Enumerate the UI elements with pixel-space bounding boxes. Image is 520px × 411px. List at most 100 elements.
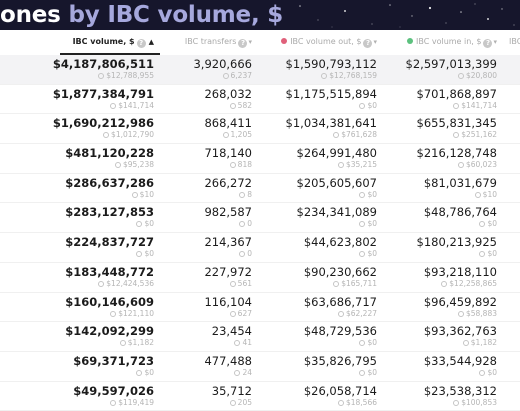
ibc-volume-in-value: $81,031,679: [423, 175, 497, 190]
ibc-volume-out-change: $0: [304, 249, 377, 259]
table-row[interactable]: $49,597,026 $119,419 35,712 205 $26,058,714 $…: [0, 382, 520, 411]
ibc-volume-cell: $1,690,212,986 $1,012,790: [53, 116, 154, 140]
ibc-transfers-change-value: 0: [247, 249, 252, 259]
ibc-volume-cell: $481,120,228 $95,238: [65, 146, 154, 170]
ibc-transfers-change: 1,205: [204, 130, 252, 140]
ibc-volume-change-value: $12,788,955: [106, 71, 154, 80]
clock-icon: [239, 251, 246, 258]
ibc-transfers-change-value: 41: [242, 338, 252, 348]
help-icon[interactable]: ?: [238, 39, 248, 48]
clock-icon: [131, 191, 138, 198]
help-icon[interactable]: ?: [363, 39, 373, 48]
ibc-volume-in-change-value: $20,800: [465, 71, 497, 80]
sort-icon: ▾: [248, 38, 252, 46]
ibc-transfers-change-value: 205: [237, 397, 252, 407]
ibc-volume-value: $160,146,609: [65, 294, 154, 309]
ibc-volume-out-change: $18,566: [304, 398, 377, 408]
ibc-volume-in-value: $180,213,925: [416, 235, 497, 250]
table-row[interactable]: $1,877,384,791 $141,714 268,032 582 $1,175,5…: [0, 85, 520, 115]
column-header-ibc-volume-in-label: IBC volume in, $: [416, 37, 482, 46]
clock-icon: [479, 251, 486, 258]
ibc-volume-in-change-value: $0: [487, 367, 497, 377]
ibc-volume-in-cell: $93,218,110 $12,258,865: [424, 265, 497, 289]
ibc-volume-value: $49,597,026: [73, 383, 154, 398]
clock-icon: [98, 280, 105, 287]
table-row[interactable]: $69,371,723 $0 477,488 24 $35,826,795 $0 $33,5…: [0, 352, 520, 382]
column-header-ibc-volume-out[interactable]: IBC volume out, $? ▾: [281, 30, 377, 54]
ibc-volume-change: $1,182: [65, 338, 154, 348]
table-row[interactable]: $224,837,727 $0 214,367 0 $44,623,802 $0 $180,…: [0, 233, 520, 263]
ibc-volume-in-change: $100,853: [424, 398, 497, 408]
clock-icon: [359, 221, 366, 228]
ibc-transfers-cell: 982,587 0: [204, 205, 252, 229]
ibc-transfers-cell: 266,272 8: [204, 176, 252, 200]
table-row[interactable]: $142,092,299 $1,182 23,454 41 $48,729,536 $0 $…: [0, 322, 520, 352]
table-row[interactable]: $183,448,772 $12,424,536 227,972 561 $90,230…: [0, 263, 520, 293]
ibc-transfers-change: 41: [212, 338, 252, 348]
ibc-volume-out-change-value: $0: [367, 367, 377, 377]
ibc-volume-change-value: $1,182: [127, 338, 154, 348]
ibc-volume-in-cell: $81,031,679 $10: [424, 176, 497, 200]
ibc-volume-value: $4,187,806,511: [52, 57, 154, 71]
ibc-volume-change: $12,788,955: [53, 71, 154, 81]
clock-icon: [453, 399, 460, 406]
ibc-volume-out-cell: $26,058,714 $18,566: [304, 384, 377, 408]
clock-icon: [359, 191, 366, 198]
column-header-ibc-transfers[interactable]: IBC transfers? ▾: [185, 30, 252, 54]
ibc-transfers-cell: 35,712 205: [212, 384, 252, 408]
ibc-volume-in-value: $33,544,928: [423, 353, 497, 368]
ibc-volume-in-change: $20,800: [406, 71, 497, 81]
ibc-volume-in-value: $701,868,897: [416, 86, 497, 101]
clock-icon: [337, 399, 344, 406]
ibc-volume-in-value: $23,538,312: [423, 383, 497, 398]
table-row[interactable]: $481,120,228 $95,238 718,140 818 $264,991,48…: [0, 144, 520, 174]
ibc-volume-change-value: $95,238: [122, 160, 154, 170]
clock-icon: [453, 132, 460, 139]
ibc-volume-out-value: $44,623,802: [303, 235, 377, 250]
table-row[interactable]: $160,146,609 $121,110 116,104 627 $63,686,71…: [0, 293, 520, 323]
ibc-volume-out-value: $1,175,515,894: [285, 86, 377, 101]
ibc-volume-cell: $142,092,299 $1,182: [65, 324, 154, 348]
ibc-volume-out-change: $0: [304, 368, 377, 378]
help-icon[interactable]: ?: [136, 39, 146, 48]
ibc-transfers-cell: 214,367 0: [204, 235, 252, 259]
ibc-volume-in-change: $0: [417, 249, 497, 259]
page-header: ones by IBC volume, $: [0, 0, 520, 30]
ibc-transfers-change-value: 561: [237, 278, 252, 288]
ibc-volume-in-value: $48,786,764: [423, 205, 497, 220]
column-header-ibc-cut-label: IBC: [509, 37, 520, 46]
ibc-volume-out-value: $48,729,536: [303, 324, 377, 339]
ibc-volume-in-change: $141,714: [417, 101, 497, 111]
table-row[interactable]: $286,637,286 $10 266,272 8 $205,605,607 $0 $81…: [0, 174, 520, 204]
ibc-volume-in-cell: $701,868,897 $141,714: [417, 87, 497, 111]
ibc-volume-in-cell: $180,213,925 $0: [417, 235, 497, 259]
column-header-ibc-volume-in[interactable]: IBC volume in, $? ▾: [407, 30, 497, 54]
clock-icon: [222, 132, 229, 139]
column-header-ibc-volume[interactable]: IBC volume, $? ▲: [73, 30, 154, 54]
clock-icon: [222, 73, 229, 79]
table-row[interactable]: $1,690,212,986 $1,012,790 868,411 1,205 $1,0…: [0, 114, 520, 145]
clock-icon: [229, 310, 236, 317]
ibc-volume-in-change-value: $251,162: [461, 130, 497, 140]
ibc-volume-out-value: $26,058,714: [303, 383, 377, 398]
ibc-volume-out-change-value: $165,711: [341, 278, 377, 288]
ibc-volume-change-value: $141,714: [118, 100, 154, 110]
ibc-volume-in-cell: $48,786,764 $0: [424, 205, 497, 229]
ibc-volume-cell: $283,127,853 $0: [65, 205, 154, 229]
ibc-volume-out-value: $1,034,381,641: [285, 116, 377, 131]
clock-icon: [110, 102, 117, 109]
ibc-volume-out-cell: $205,605,607 $0: [297, 176, 377, 200]
ibc-volume-out-change: $165,711: [304, 279, 377, 289]
ibc-volume-out-change-value: $0: [367, 100, 377, 110]
ibc-transfers-cell: 116,104 627: [204, 295, 252, 319]
ibc-volume-change-value: $12,424,536: [106, 278, 154, 288]
help-icon[interactable]: ?: [483, 39, 493, 48]
table-row[interactable]: $283,127,853 $0 982,587 0 $234,341,089 $0 $48,…: [0, 203, 520, 234]
ibc-volume-value: $224,837,727: [65, 235, 154, 250]
ibc-volume-in-change-value: $58,883: [465, 308, 497, 318]
ibc-volume-change-value: $0: [144, 367, 154, 377]
ibc-transfers-change: 627: [204, 309, 252, 319]
clock-icon: [441, 280, 448, 287]
table-row[interactable]: $4,187,806,511 $12,788,955 3,920,666 6,237 $…: [0, 55, 520, 85]
column-header-ibc-cut[interactable]: IBC: [509, 30, 520, 54]
